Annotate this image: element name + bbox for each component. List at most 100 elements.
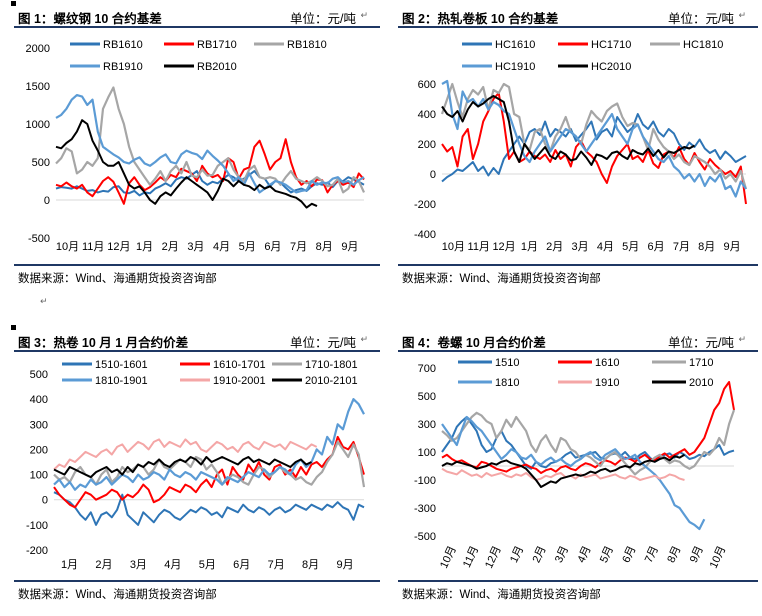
- x-tick-label: 4月: [597, 241, 614, 253]
- return-mark: ↵: [360, 10, 368, 20]
- x-tick-label: 12月: [492, 241, 515, 253]
- x-tick-label: 9月: [688, 544, 706, 565]
- series-line-1710: [441, 409, 736, 476]
- x-tick-label: 5月: [598, 544, 616, 565]
- y-tick-label: 400: [30, 394, 48, 406]
- x-tick-label: 11月: [82, 241, 104, 253]
- legend-label: RB1710: [197, 39, 237, 51]
- series-line-RB1910: [55, 93, 365, 194]
- x-tick-label: 10月: [56, 241, 79, 253]
- legend-label: 1910: [595, 377, 619, 389]
- panel-title: 图 1：螺纹钢 10 合约基差: [18, 12, 162, 26]
- series-line-1510: [441, 416, 735, 470]
- legend-label: RB1810: [287, 39, 327, 51]
- chart-hrc-spread: -200 -100 0 100 200 300 400 500 1月 2月 3月 4月 5月 6月 7月 8月…: [26, 359, 366, 571]
- x-tick-label: 8月: [302, 559, 319, 571]
- x-tick-label: 11月: [468, 241, 490, 253]
- x-tick-label: 4月: [213, 241, 230, 253]
- y-tick-label: 400: [418, 109, 436, 121]
- x-tick-label: 10月: [442, 241, 465, 253]
- series-line-2010-2101: [53, 456, 312, 479]
- y-tick-label: -200: [26, 545, 48, 557]
- source-note: 数据来源：Wind、海通期货投资咨询部: [18, 589, 217, 601]
- divider: [398, 580, 758, 582]
- panel-header: 图 1：螺纹钢 10 合约基差 单位：元/吨 ↵: [14, 4, 380, 28]
- legend-label: RB1610: [103, 39, 143, 51]
- legend-label: 2010-2101: [305, 375, 358, 387]
- x-tick-label: 7月: [673, 241, 690, 253]
- series-line-1910-2001: [53, 438, 318, 471]
- divider: [14, 580, 380, 582]
- y-tick-label: 700: [418, 363, 436, 375]
- x-tick-label: 2月: [95, 559, 112, 571]
- y-tick-label: 600: [418, 79, 436, 91]
- x-tick-label: 3月: [553, 544, 571, 565]
- series-line-RB1810: [55, 86, 366, 194]
- x-tick-label: 2月: [162, 241, 179, 253]
- legend-label: RB2010: [197, 61, 237, 73]
- x-tick-label: 4月: [164, 559, 181, 571]
- legend-label: 1810-1901: [95, 375, 148, 387]
- y-tick-label: 1500: [26, 81, 50, 93]
- y-tick-label: 100: [418, 447, 436, 459]
- x-tick-label: 3月: [187, 241, 204, 253]
- return-mark: ↵: [360, 334, 368, 344]
- legend-label: RB1910: [103, 61, 143, 73]
- panel-unit: 单位：元/吨: [668, 336, 734, 350]
- y-tick-label: 500: [418, 391, 436, 403]
- panel-unit: 单位：元/吨: [290, 336, 356, 350]
- panel-title: 图 4：卷螺 10 月合约价差: [402, 336, 546, 350]
- legend-label: HC1910: [495, 61, 535, 73]
- x-tick-label: 7月: [268, 559, 285, 571]
- panel-4: 图 4：卷螺 10 月合约价差 单位：元/吨 ↵ -500 -300 -100 100…: [398, 328, 758, 614]
- y-tick-label: -500: [414, 531, 436, 543]
- x-tick-label: 7月: [643, 544, 661, 565]
- legend-label: HC1610: [495, 39, 535, 51]
- y-tick-label: 0: [430, 169, 436, 181]
- panel-title: 图 2：热轧卷板 10 合约基差: [402, 12, 559, 26]
- x-tick-label: 12月: [107, 241, 130, 253]
- corner-marker: [11, 1, 16, 6]
- x-tick-label: 5月: [622, 241, 639, 253]
- x-tick-label: 5月: [199, 559, 216, 571]
- y-tick-label: 300: [30, 419, 48, 431]
- series-line-HC1910: [441, 79, 747, 198]
- x-tick-label: 1月: [508, 544, 526, 565]
- legend-label: 1710: [689, 357, 713, 369]
- panel-2: 图 2：热轧卷板 10 合约基差 单位：元/吨 ↵ -400 -200 0 200 40…: [398, 4, 758, 290]
- chart-rebar-basis: -500 0 500 1000 1500 2000 10月 11月 12月 1月 2月 3月 4月 5月 6…: [26, 39, 366, 253]
- x-tick-label: 6月: [648, 241, 665, 253]
- x-tick-label: 1月: [61, 559, 78, 571]
- x-tick-label: 3月: [572, 241, 589, 253]
- y-tick-label: 200: [418, 139, 436, 151]
- y-tick-label: -300: [414, 503, 436, 515]
- legend-label: 1510-1601: [95, 359, 148, 371]
- series-line-1510-1601: [53, 491, 365, 526]
- y-tick-label: 2000: [26, 43, 50, 55]
- series-line-1710-1801: [53, 440, 366, 488]
- series-line-2010: [441, 453, 685, 488]
- y-tick-label: 100: [30, 470, 48, 482]
- series-line-HC1610: [441, 113, 747, 183]
- series-line-1810-1901: [53, 397, 365, 491]
- x-tick-label: 1月: [136, 241, 153, 253]
- x-tick-label: 5月: [239, 241, 256, 253]
- panel-title: 图 3：热卷 10 月 1 月合约价差: [18, 336, 189, 350]
- y-tick-label: -400: [414, 229, 436, 241]
- series-line-1810: [441, 415, 706, 531]
- corner-marker: [11, 325, 16, 330]
- x-tick-label: 8月: [698, 241, 715, 253]
- legend-label: HC1810: [683, 39, 723, 51]
- return-mark: ↵: [738, 10, 746, 20]
- x-tick-label: 10月: [708, 544, 729, 570]
- x-tick-label: 9月: [724, 241, 741, 253]
- y-tick-label: 0: [42, 495, 48, 507]
- series-line-1610-1701: [53, 435, 365, 509]
- series-line-RB1710: [55, 138, 365, 205]
- x-tick-label: 6月: [620, 544, 638, 565]
- x-tick-label: 7月: [290, 241, 307, 253]
- panel-header: 图 4：卷螺 10 月合约价差 单位：元/吨 ↵: [398, 328, 758, 352]
- x-tick-label: 6月: [264, 241, 281, 253]
- series-line-1610: [441, 381, 735, 474]
- divider: [398, 264, 758, 266]
